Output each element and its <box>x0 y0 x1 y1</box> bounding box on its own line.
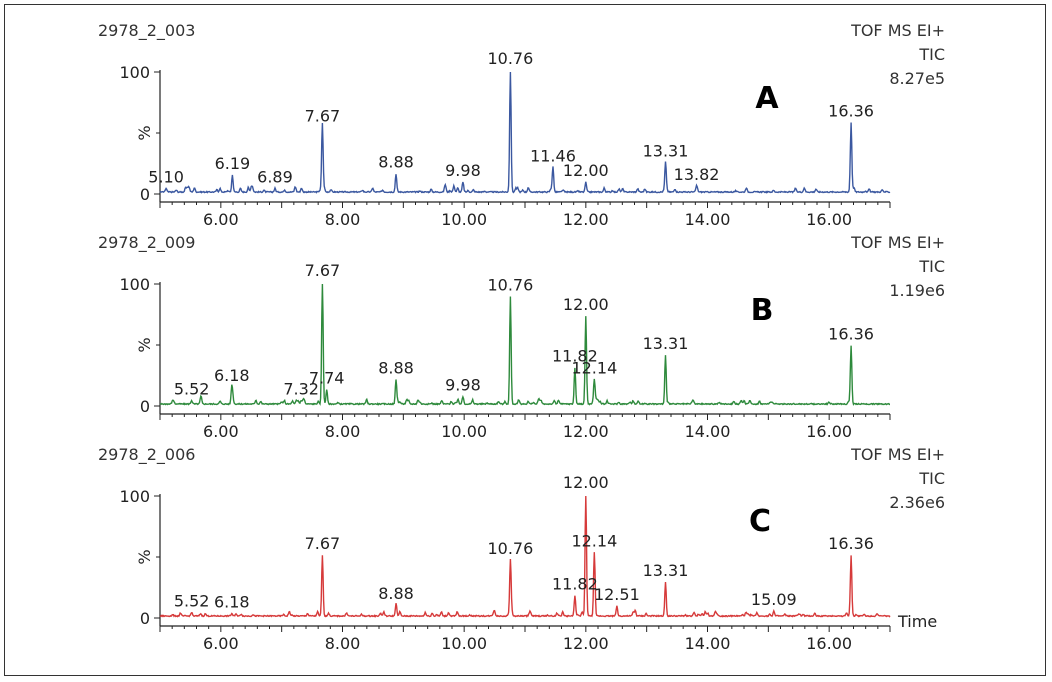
peak-label: 13.31 <box>643 561 689 580</box>
panel-letter: A <box>755 81 779 116</box>
peak-label: 8.88 <box>378 584 414 603</box>
peak-label: 9.98 <box>445 376 481 395</box>
x-tick-label: 14.00 <box>685 634 731 653</box>
panel-trace-label: TIC <box>918 469 945 488</box>
peak-label: 15.09 <box>751 590 797 609</box>
x-tick-label: 16.00 <box>806 634 852 653</box>
peak-label: 13.82 <box>674 165 720 184</box>
peak-label: 12.00 <box>563 473 609 492</box>
peak-label: 16.36 <box>828 101 874 120</box>
x-tick-label: 6.00 <box>203 210 239 229</box>
peak-label: 11.46 <box>530 147 576 166</box>
tic-trace-line <box>159 71 891 194</box>
x-tick-label: 14.00 <box>685 210 731 229</box>
x-tick-label: 8.00 <box>325 422 361 441</box>
x-tick-label: 6.00 <box>203 422 239 441</box>
peak-label: 13.31 <box>643 334 689 353</box>
x-tick-label: 16.00 <box>806 210 852 229</box>
x-tick-label: 12.00 <box>563 210 609 229</box>
peak-label: 12.00 <box>563 161 609 180</box>
panel-trace-label: TIC <box>918 45 945 64</box>
peak-label: 6.19 <box>215 154 251 173</box>
peak-label: 7.32 <box>283 379 319 398</box>
panel-sample-id: 2978_2_009 <box>98 233 195 253</box>
peak-label: 6.18 <box>214 593 250 612</box>
panel-sample-id: 2978_2_006 <box>98 445 195 465</box>
panel-letter: B <box>751 293 774 328</box>
peak-label: 10.76 <box>487 49 533 68</box>
y-tick-label: 100 <box>119 275 150 294</box>
peak-label: 12.51 <box>594 585 640 604</box>
x-axis-label: Time <box>897 612 937 631</box>
x-tick-label: 8.00 <box>325 634 361 653</box>
x-tick-label: 10.00 <box>441 422 487 441</box>
y-axis-label: % <box>135 125 154 140</box>
peak-label: 8.88 <box>378 153 414 172</box>
figure-frame <box>4 4 1046 676</box>
peak-label: 16.36 <box>828 324 874 343</box>
peak-label: 11.82 <box>552 346 598 365</box>
x-tick-label: 12.00 <box>563 422 609 441</box>
x-tick-label: 12.00 <box>563 634 609 653</box>
peak-label: 6.89 <box>257 167 293 186</box>
panel-intensity-label: 1.19e6 <box>889 281 945 300</box>
x-tick-label: 10.00 <box>441 210 487 229</box>
peak-label: 16.36 <box>828 534 874 553</box>
panel-intensity-label: 2.36e6 <box>889 493 945 512</box>
peak-label: 6.18 <box>214 366 250 385</box>
x-tick-label: 16.00 <box>806 422 852 441</box>
y-tick-label: 0 <box>140 609 150 628</box>
panel-intensity-label: 8.27e5 <box>889 69 945 88</box>
peak-label: 7.67 <box>305 106 341 125</box>
peak-label: 7.67 <box>305 534 341 553</box>
peak-label: 9.98 <box>445 161 481 180</box>
peak-label: 13.31 <box>643 142 689 161</box>
peak-label: 5.10 <box>148 167 184 186</box>
y-tick-label: 0 <box>140 185 150 204</box>
y-axis-label: % <box>135 337 154 352</box>
tic-trace-line <box>159 495 891 618</box>
panel-detector-label: TOF MS EI+ <box>850 21 945 40</box>
peak-label: 12.14 <box>571 359 617 378</box>
peak-label: 5.52 <box>174 591 210 610</box>
y-tick-label: 100 <box>119 63 150 82</box>
peak-label: 10.76 <box>487 539 533 558</box>
tic-trace-line <box>159 283 890 406</box>
x-tick-label: 10.00 <box>441 634 487 653</box>
peak-label: 5.52 <box>174 379 210 398</box>
panel-detector-label: TOF MS EI+ <box>850 233 945 252</box>
y-tick-label: 0 <box>140 397 150 416</box>
x-tick-label: 14.00 <box>685 422 731 441</box>
panel-trace-label: TIC <box>918 257 945 276</box>
panel-detector-label: TOF MS EI+ <box>850 445 945 464</box>
peak-label: 12.00 <box>563 295 609 314</box>
peak-label: 7.67 <box>305 261 341 280</box>
panel-sample-id: 2978_2_003 <box>98 21 195 41</box>
peak-label: 8.88 <box>378 359 414 378</box>
peak-label: 12.14 <box>571 532 617 551</box>
y-tick-label: 100 <box>119 487 150 506</box>
peak-label: 7.74 <box>309 368 345 387</box>
y-axis-label: % <box>135 549 154 564</box>
peak-label: 10.76 <box>487 276 533 295</box>
x-tick-label: 6.00 <box>203 634 239 653</box>
peak-label: 11.82 <box>552 574 598 593</box>
panel-letter: C <box>749 504 771 539</box>
x-tick-label: 8.00 <box>325 210 361 229</box>
